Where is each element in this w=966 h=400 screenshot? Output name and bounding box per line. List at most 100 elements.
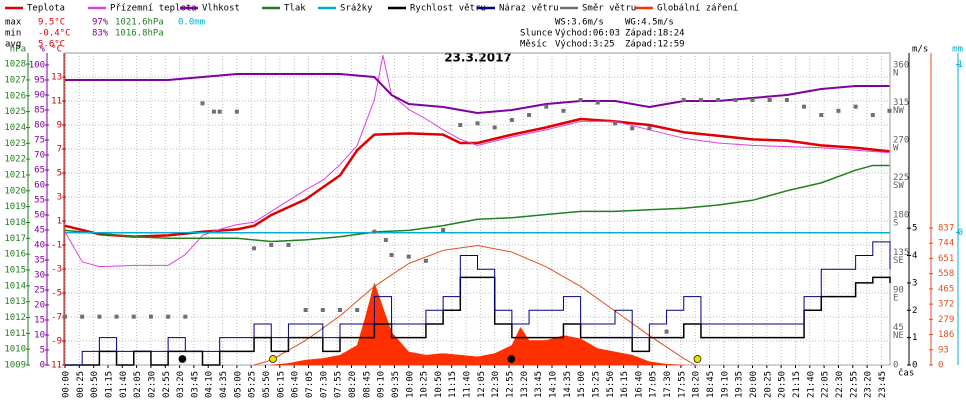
direction-point	[303, 308, 308, 312]
x-tick-label: 15:50	[606, 371, 616, 398]
y-tick-label: 465	[938, 284, 954, 294]
x-tick-label: 02:55	[162, 371, 172, 398]
direction-point	[252, 246, 257, 251]
moon-rise: Východ:3:25	[555, 40, 615, 50]
y-tick-label: 186	[938, 330, 954, 340]
x-tick-label: 21:15	[792, 371, 802, 398]
legend-label: Rychlost větru	[410, 4, 486, 14]
y-tick-label: 3	[57, 193, 62, 203]
x-tick-label: 01:15	[104, 371, 114, 398]
y-tick-label: 1011	[4, 329, 26, 339]
y-tick-label: 1017	[4, 234, 26, 244]
x-tick-label: 17:30	[663, 371, 673, 398]
x-tick-label: 23:45	[878, 371, 888, 398]
y-tick-label: 5	[912, 224, 917, 234]
x-tick-label: 03:45	[190, 371, 200, 398]
axis-unit: m/s	[912, 45, 928, 55]
sun-set-marker	[693, 355, 702, 363]
x-tick-label: 17:05	[649, 371, 659, 398]
x-tick-label: 04:35	[219, 371, 229, 398]
sun-set: Západ:18:24	[625, 29, 685, 39]
y-tick-label: 837	[938, 223, 954, 233]
y-tick-label: -5	[51, 289, 62, 299]
legend-label: Teplota	[27, 4, 65, 14]
direction-point	[870, 113, 875, 117]
legend-label: Náraz větru	[499, 4, 559, 14]
y-tick-label: 1	[912, 333, 917, 343]
direction-point	[887, 108, 892, 113]
direction-point	[114, 314, 119, 319]
direction-point	[750, 98, 755, 102]
stat-value: 5.6°C	[38, 40, 65, 50]
x-tick-label: 09:35	[391, 371, 401, 398]
y-tick-label: 13	[51, 73, 62, 83]
y-tick-label: 90	[34, 91, 45, 101]
x-tick-label: 05:00	[233, 371, 243, 398]
y-tick-label: 1013	[4, 297, 26, 307]
x-tick-label: 01:40	[119, 371, 129, 398]
stat-value: 97%	[92, 18, 109, 28]
stat-value: 83%	[92, 29, 109, 39]
sun-label: Slunce	[520, 29, 553, 39]
y-tick-label: 0	[938, 361, 943, 371]
y-tick-label: 180	[893, 211, 909, 221]
x-tick-label: 02:30	[147, 371, 157, 398]
y-tick-label: 0	[912, 361, 917, 371]
moon-set-marker	[507, 355, 516, 363]
series-line	[64, 164, 890, 243]
x-tick-label: 06:15	[276, 371, 286, 398]
legend-label: Globální záření	[657, 4, 738, 14]
y-tick-label: 25	[34, 286, 45, 296]
x-tick-label: 05:50	[262, 371, 272, 398]
direction-point	[733, 98, 738, 102]
y-tick-label: 9	[57, 121, 62, 131]
direction-point	[698, 98, 703, 102]
direction-point	[131, 314, 136, 319]
wind-stat: WG:4.5m/s	[625, 18, 674, 28]
compass-label: NE	[893, 331, 904, 341]
x-tick-label: 23:20	[864, 371, 874, 398]
stat-label: avg	[5, 40, 21, 50]
y-tick-label: 85	[34, 106, 45, 116]
x-tick-label: 06:40	[291, 371, 301, 398]
stat-value: -0.4°C	[38, 29, 71, 39]
x-tick-label: 15:00	[577, 371, 587, 398]
direction-point	[217, 109, 222, 114]
direction-point	[406, 254, 411, 259]
stat-value: 1016.8hPa	[115, 29, 164, 39]
y-tick-label: 1021	[4, 170, 26, 180]
x-tick-label: 08:20	[348, 371, 358, 398]
direction-point	[853, 104, 858, 109]
y-tick-label: -7	[51, 313, 62, 323]
legend-label: Směr větru	[582, 4, 636, 14]
moon-label: Měsíc	[520, 40, 547, 50]
direction-point	[578, 98, 583, 102]
y-tick-label: 1010	[4, 345, 26, 355]
x-tick-label: 22:05	[821, 371, 831, 398]
y-tick-label: 20	[34, 301, 45, 311]
y-tick-label: 50	[34, 211, 45, 221]
moon-set: Západ:12:59	[625, 40, 685, 50]
legend-label: Srážky	[340, 4, 373, 14]
direction-point	[527, 113, 532, 117]
direction-point	[836, 108, 841, 113]
direction-point	[561, 108, 566, 113]
x-tick-label: 12:05	[477, 371, 487, 398]
wind-stat: WS:3.6m/s	[555, 18, 604, 28]
direction-point	[80, 314, 85, 319]
y-tick-label: 1024	[4, 123, 26, 133]
y-tick-label: 1014	[4, 281, 26, 291]
y-tick-label: 93	[938, 345, 949, 355]
y-tick-label: 1025	[4, 107, 26, 117]
y-tick-label: 30	[34, 271, 45, 281]
x-tick-label: 14:10	[548, 371, 558, 398]
x-tick-label: 10:25	[420, 371, 430, 398]
compass-label: W	[893, 144, 899, 154]
x-tick-label: 09:10	[377, 371, 387, 398]
x-tick-label: 10:50	[434, 371, 444, 398]
x-tick-label: 19:35	[735, 371, 745, 398]
direction-point	[286, 243, 291, 247]
x-tick-label: 05:25	[248, 371, 258, 398]
y-tick-label: 100	[29, 61, 45, 71]
